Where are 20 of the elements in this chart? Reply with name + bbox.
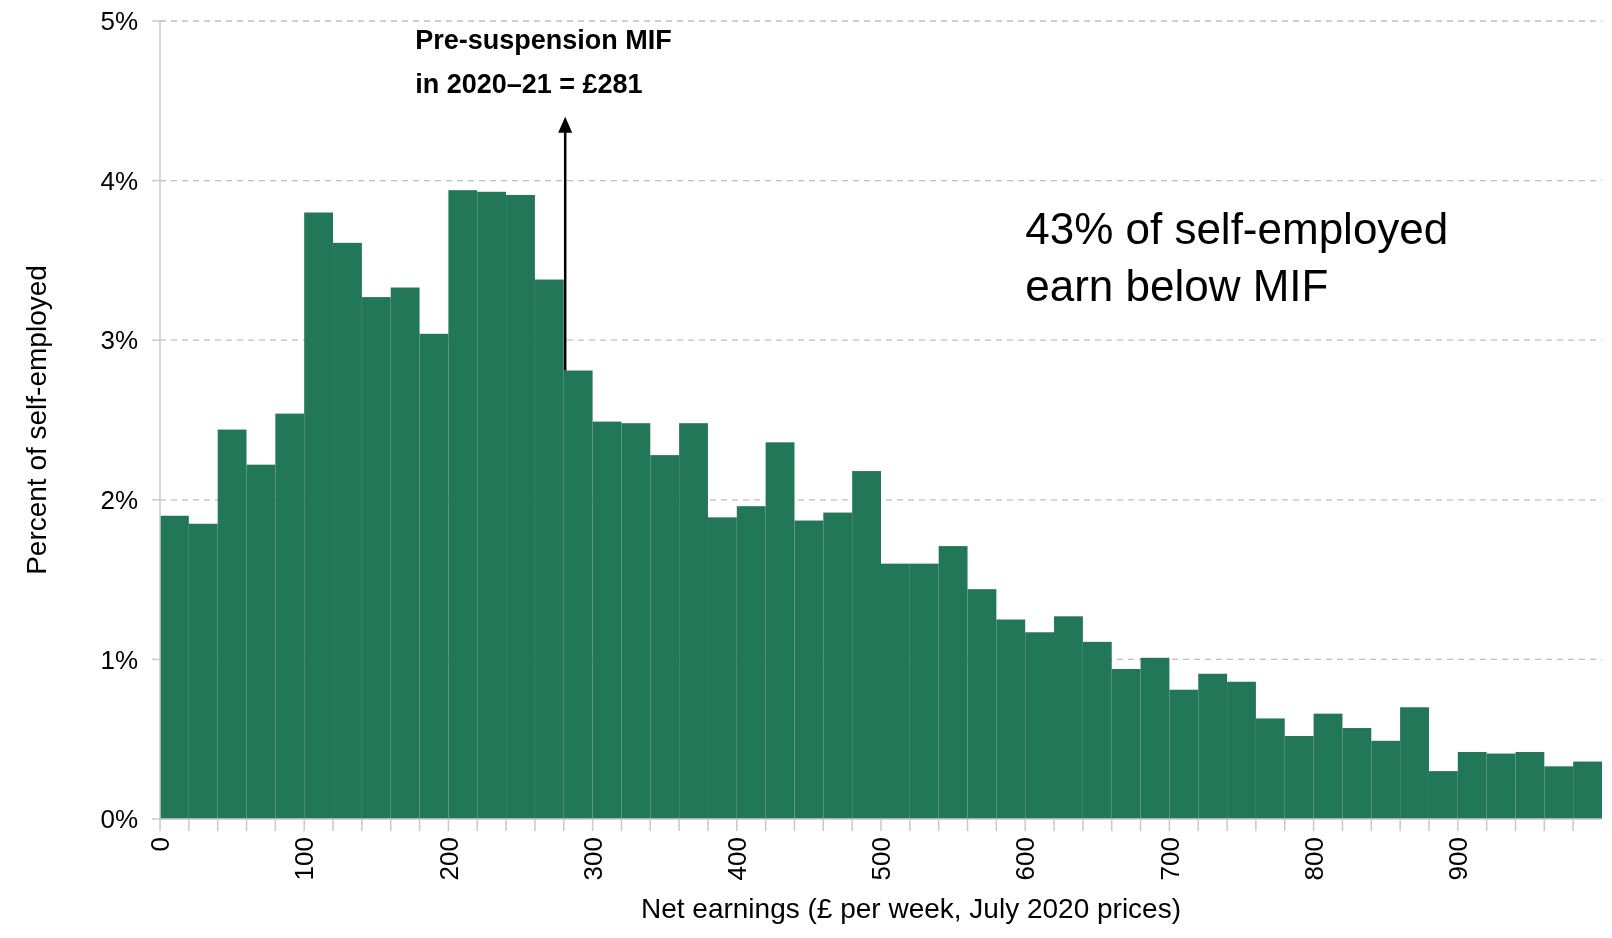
x-tick-label: 900 — [1442, 837, 1473, 881]
y-tick-label: 0% — [100, 804, 138, 835]
x-tick-label: 700 — [1154, 837, 1185, 881]
x-tick-label: 400 — [721, 837, 752, 881]
x-tick-label: 0 — [145, 837, 176, 852]
y-tick-label: 2% — [100, 484, 138, 515]
y-axis-title: Percent of self-employed — [20, 265, 52, 575]
x-tick-label: 100 — [289, 837, 320, 881]
x-tick-label: 500 — [866, 837, 897, 881]
x-tick-label: 600 — [1010, 837, 1041, 881]
x-tick-label: 200 — [433, 837, 464, 881]
x-axis-title: Net earnings (£ per week, July 2020 prices) — [640, 893, 1182, 924]
x-tick-label: 300 — [577, 837, 608, 881]
y-tick-label: 4% — [100, 165, 138, 196]
y-tick-label: 3% — [100, 325, 138, 356]
x-tick-label: 800 — [1298, 837, 1329, 881]
y-tick-label: 5% — [100, 6, 138, 37]
annotation: 43% of self-employed earn below MIF — [1025, 204, 1449, 311]
ref-line-label: Pre-suspension MIF in 2020–21 = £281 — [415, 24, 672, 99]
y-tick-label: 1% — [100, 644, 138, 675]
